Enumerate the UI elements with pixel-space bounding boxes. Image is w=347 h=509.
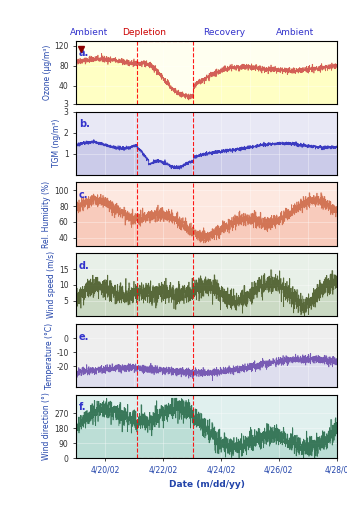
X-axis label: Date (m/dd/yy): Date (m/dd/yy)	[169, 480, 244, 489]
Y-axis label: Wind speed (m/s): Wind speed (m/s)	[47, 251, 56, 319]
Text: Ambient: Ambient	[276, 28, 314, 37]
Text: c.: c.	[79, 190, 88, 200]
Text: a.: a.	[79, 48, 89, 59]
Text: Depletion: Depletion	[122, 28, 166, 37]
Text: Recovery: Recovery	[204, 28, 246, 37]
Text: Ambient: Ambient	[70, 28, 109, 37]
Y-axis label: Temperature (°C): Temperature (°C)	[44, 323, 53, 389]
Text: b.: b.	[79, 119, 90, 129]
Y-axis label: Rel. Humidity (%): Rel. Humidity (%)	[42, 180, 51, 247]
Y-axis label: Wind direction (°): Wind direction (°)	[42, 392, 51, 461]
Y-axis label: Ozone (μg/m³): Ozone (μg/m³)	[43, 45, 52, 100]
Text: f.: f.	[79, 403, 86, 412]
Text: d.: d.	[79, 261, 90, 271]
Text: e.: e.	[79, 332, 89, 342]
Y-axis label: TGM (ng/m³): TGM (ng/m³)	[52, 119, 61, 167]
